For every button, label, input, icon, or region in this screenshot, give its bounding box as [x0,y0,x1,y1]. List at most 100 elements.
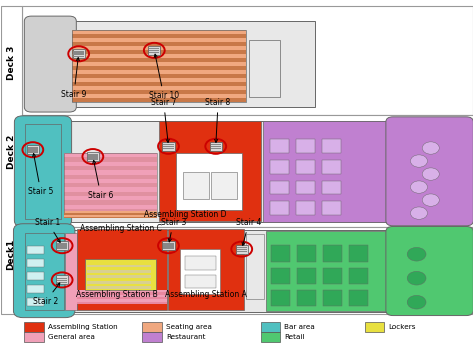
Bar [72,66,246,70]
Bar [349,290,368,306]
Bar [72,98,246,102]
Bar [349,268,368,284]
Bar [31,21,315,107]
Bar [77,292,167,295]
Bar [168,228,244,310]
Bar [77,297,167,299]
Bar [323,290,342,306]
Bar [323,245,342,262]
Bar [175,153,242,210]
Circle shape [407,247,426,261]
Text: Stair 5: Stair 5 [28,153,54,196]
FancyBboxPatch shape [386,226,474,315]
Bar [322,201,341,215]
Bar [64,166,156,170]
Bar [162,142,174,151]
Bar [148,46,160,55]
Bar [296,160,315,174]
Text: Stair 8: Stair 8 [205,98,231,142]
Bar [270,139,289,153]
Bar [57,247,67,249]
Text: Deck 3: Deck 3 [7,45,16,79]
Bar [27,272,44,280]
Bar [163,146,173,147]
FancyBboxPatch shape [14,116,72,227]
Bar [163,247,173,249]
Bar [27,298,44,306]
Text: Seating area: Seating area [166,324,212,330]
FancyBboxPatch shape [13,224,75,318]
Bar [72,42,246,46]
Bar [296,139,315,153]
Bar [322,160,341,174]
Bar [87,270,151,273]
Bar [263,121,469,222]
Bar [57,245,67,247]
Bar [56,276,68,284]
Bar [64,200,156,205]
Bar [143,332,162,342]
Bar [27,147,38,149]
Bar [163,243,173,245]
Bar [23,121,470,222]
Bar [210,144,221,145]
Bar [246,234,264,299]
Bar [163,245,173,247]
Bar [73,51,84,53]
Text: Retail: Retail [284,334,305,340]
Bar [249,40,280,97]
Circle shape [407,271,426,285]
Bar [27,149,38,151]
Bar [185,256,216,270]
Bar [56,241,68,250]
Bar [87,281,151,284]
Circle shape [410,155,428,167]
Bar [297,245,316,262]
Bar [297,268,316,284]
Bar [0,6,22,314]
Text: Stair 1: Stair 1 [36,218,61,243]
Text: Assembling Station: Assembling Station [48,324,118,330]
Bar [24,332,44,342]
Bar [163,144,173,145]
Bar [271,245,290,262]
Text: Assembling Station A: Assembling Station A [165,290,247,299]
Text: Deck 2: Deck 2 [7,134,16,169]
Bar [77,302,167,304]
Bar [27,145,39,154]
Bar [365,322,384,332]
Bar [236,245,248,254]
Bar [85,259,156,290]
Bar [88,158,98,160]
Bar [149,48,159,49]
Bar [271,268,290,284]
Bar [27,285,44,293]
Bar [73,55,84,57]
Bar [149,52,159,53]
Text: Lockers: Lockers [388,324,416,330]
Bar [72,74,246,78]
Circle shape [422,142,439,154]
Bar [87,265,151,267]
Bar [22,227,474,314]
Bar [72,30,246,102]
Bar [270,201,289,215]
Text: Stair 9: Stair 9 [61,58,87,99]
Bar [57,243,67,245]
Bar [72,30,246,102]
Bar [23,229,470,312]
Bar [77,290,167,304]
Bar [322,181,341,194]
Bar [210,142,222,151]
Bar [149,50,159,51]
Bar [159,121,261,221]
Bar [22,116,474,227]
Bar [87,287,151,289]
Text: Assembling Station D: Assembling Station D [144,210,226,219]
Bar [72,34,246,38]
Bar [25,233,64,310]
Circle shape [422,168,439,180]
Bar [162,241,174,250]
Bar [64,213,156,215]
Bar [64,209,156,213]
